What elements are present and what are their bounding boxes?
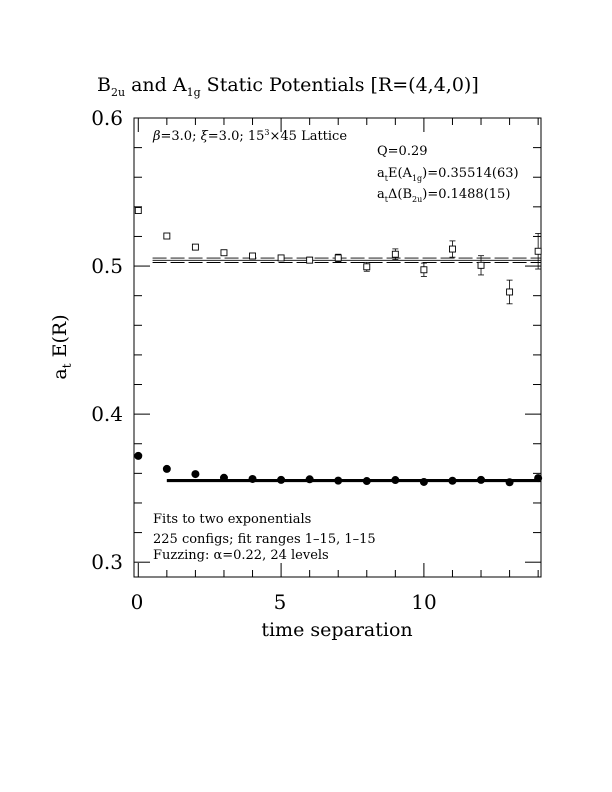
circle-point — [534, 474, 543, 483]
y-tick-label: 0.4 — [91, 402, 123, 426]
square-point — [477, 261, 485, 269]
circle-point — [334, 476, 343, 485]
square-point — [163, 232, 171, 240]
circle-point — [419, 477, 428, 486]
square-point — [534, 247, 542, 255]
circle-point — [391, 476, 400, 485]
lattice-annotation: β=3.0; ξ=3.0; 153×45 Lattice — [152, 128, 347, 144]
x-tick-label: 5 — [274, 590, 287, 614]
circle-point — [134, 451, 143, 460]
axis-ticks — [134, 117, 541, 577]
square-point — [420, 266, 428, 274]
x-axis-label: time separation — [261, 619, 412, 641]
circle-point — [362, 477, 371, 486]
fits-annotation-line3: Fuzzing: α=0.22, 24 levels — [153, 548, 329, 563]
fits-annotation-line2: 225 configs; fit ranges 1–15, 1–15 — [153, 532, 376, 547]
gap-b2u-annotation: atΔ(B2u)=0.1488(15) — [377, 187, 510, 204]
circle-point — [191, 470, 200, 479]
square-point — [249, 252, 256, 260]
data-points — [134, 207, 543, 487]
q-annotation: Q=0.29 — [377, 144, 428, 159]
square-point — [191, 243, 199, 251]
energy-a1g-annotation: atE(A1g)=0.35514(63) — [377, 166, 519, 183]
plot-frame — [133, 117, 542, 578]
y-tick-label: 0.5 — [91, 254, 123, 278]
y-axis-label: at E(R) — [49, 314, 74, 379]
circle-point — [448, 476, 457, 485]
circle-point — [477, 475, 486, 484]
y-tick-label: 0.6 — [91, 106, 123, 130]
circle-point — [248, 474, 257, 483]
circle-point — [219, 473, 228, 482]
square-point — [306, 256, 314, 264]
square-point — [391, 250, 399, 258]
circle-point — [505, 478, 514, 487]
square-point — [363, 263, 371, 271]
circle-point — [277, 475, 286, 484]
square-point — [277, 254, 285, 262]
square-point — [449, 245, 456, 253]
y-tick-label: 0.3 — [91, 550, 123, 574]
square-point — [334, 254, 342, 262]
chart-title: B2u and A1g Static Potentials [R=(4,4,0)… — [97, 74, 479, 99]
x-tick-label: 10 — [411, 590, 436, 614]
fits-annotation-line1: Fits to two exponentials — [153, 512, 311, 527]
square-point — [134, 207, 142, 214]
square-point — [506, 288, 514, 296]
circle-point — [162, 464, 171, 473]
x-tick-label: 0 — [131, 590, 144, 614]
square-point — [220, 249, 228, 257]
fit-bands — [152, 257, 541, 483]
circle-point — [305, 475, 314, 484]
